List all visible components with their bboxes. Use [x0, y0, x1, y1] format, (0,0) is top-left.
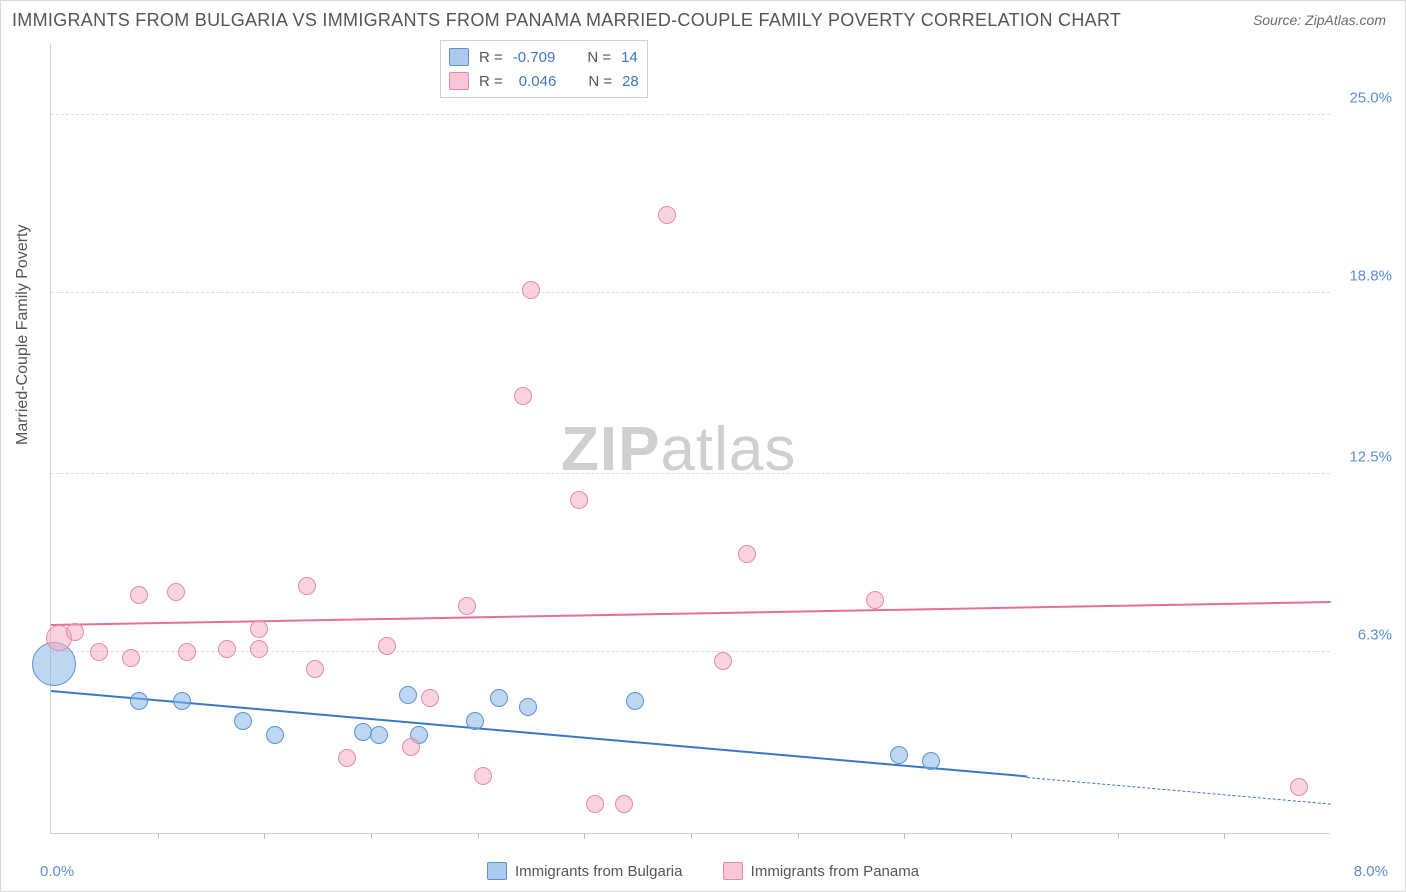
- data-point-bulgaria: [130, 692, 148, 710]
- legend-item-bulgaria: Immigrants from Bulgaria: [487, 862, 683, 880]
- source-attribution: Source: ZipAtlas.com: [1253, 12, 1386, 28]
- data-point-bulgaria: [234, 712, 252, 730]
- data-point-panama: [658, 206, 676, 224]
- data-point-panama: [514, 387, 532, 405]
- data-point-bulgaria: [466, 712, 484, 730]
- gridline: [51, 473, 1330, 474]
- x-tick: [904, 833, 905, 839]
- gridline: [51, 651, 1330, 652]
- data-point-panama: [866, 591, 884, 609]
- data-point-panama: [122, 649, 140, 667]
- y-tick-label: 25.0%: [1349, 89, 1392, 106]
- data-point-panama: [615, 795, 633, 813]
- data-point-panama: [586, 795, 604, 813]
- r-label: R =: [479, 73, 503, 90]
- trendline-bulgaria-solid: [51, 690, 1027, 777]
- data-point-bulgaria: [626, 692, 644, 710]
- y-tick-label: 12.5%: [1349, 448, 1392, 465]
- n-value-bulgaria: 14: [621, 49, 638, 66]
- legend-label-bulgaria: Immigrants from Bulgaria: [515, 863, 683, 880]
- x-tick: [371, 833, 372, 839]
- data-point-panama: [402, 738, 420, 756]
- x-tick: [798, 833, 799, 839]
- stats-row-panama: R = 0.046 N = 28: [449, 69, 639, 93]
- data-point-bulgaria: [519, 698, 537, 716]
- legend-label-panama: Immigrants from Panama: [751, 863, 919, 880]
- data-point-panama: [714, 652, 732, 670]
- stats-legend: R = -0.709 N = 14 R = 0.046 N = 28: [440, 40, 648, 98]
- data-point-panama: [218, 640, 236, 658]
- data-point-panama: [1290, 778, 1308, 796]
- n-label: N =: [588, 73, 612, 90]
- x-tick: [584, 833, 585, 839]
- swatch-blue-icon: [449, 48, 469, 66]
- data-point-bulgaria: [370, 726, 388, 744]
- r-label: R =: [479, 49, 503, 66]
- data-point-panama: [458, 597, 476, 615]
- x-tick: [264, 833, 265, 839]
- swatch-pink-icon: [449, 72, 469, 90]
- chart-title: IMMIGRANTS FROM BULGARIA VS IMMIGRANTS F…: [12, 10, 1121, 31]
- data-point-panama: [474, 767, 492, 785]
- data-point-bulgaria: [490, 689, 508, 707]
- data-point-panama: [250, 640, 268, 658]
- data-point-panama: [90, 643, 108, 661]
- data-point-panama: [250, 620, 268, 638]
- plot-area: ZIPatlas 6.3%12.5%18.8%25.0%: [50, 44, 1330, 834]
- y-tick-label: 18.8%: [1349, 267, 1392, 284]
- watermark: ZIPatlas: [561, 414, 796, 485]
- legend-item-panama: Immigrants from Panama: [723, 862, 919, 880]
- data-point-panama: [298, 577, 316, 595]
- data-point-panama: [421, 689, 439, 707]
- data-point-panama: [522, 281, 540, 299]
- gridline: [51, 114, 1330, 115]
- data-point-panama: [178, 643, 196, 661]
- swatch-pink-icon: [723, 862, 743, 880]
- data-point-bulgaria: [173, 692, 191, 710]
- stats-row-bulgaria: R = -0.709 N = 14: [449, 45, 639, 69]
- bottom-legend: Immigrants from Bulgaria Immigrants from…: [0, 862, 1406, 884]
- data-point-panama: [378, 637, 396, 655]
- n-label: N =: [587, 49, 611, 66]
- swatch-blue-icon: [487, 862, 507, 880]
- trendline-bulgaria-extrapolated: [1027, 777, 1331, 805]
- x-tick: [1011, 833, 1012, 839]
- x-tick: [1118, 833, 1119, 839]
- r-value-bulgaria: -0.709: [513, 49, 556, 66]
- data-point-bulgaria: [922, 752, 940, 770]
- data-point-panama: [338, 749, 356, 767]
- data-point-panama: [306, 660, 324, 678]
- data-point-bulgaria: [890, 746, 908, 764]
- trendline-panama: [51, 601, 1331, 626]
- data-point-bulgaria: [399, 686, 417, 704]
- data-point-panama: [130, 586, 148, 604]
- data-point-panama: [66, 623, 84, 641]
- y-tick-label: 6.3%: [1358, 627, 1392, 644]
- x-tick: [158, 833, 159, 839]
- data-point-bulgaria: [266, 726, 284, 744]
- n-value-panama: 28: [622, 73, 639, 90]
- gridline: [51, 292, 1330, 293]
- y-axis-label: Married-Couple Family Poverty: [14, 224, 32, 445]
- x-tick: [691, 833, 692, 839]
- r-value-panama: 0.046: [513, 73, 557, 90]
- data-point-panama: [738, 545, 756, 563]
- x-tick: [1224, 833, 1225, 839]
- data-point-panama: [167, 583, 185, 601]
- x-tick: [478, 833, 479, 839]
- data-point-panama: [570, 491, 588, 509]
